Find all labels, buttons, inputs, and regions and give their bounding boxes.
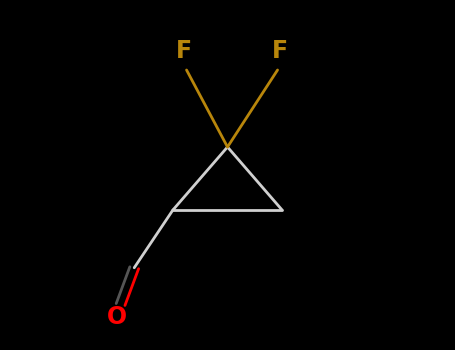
Text: F: F xyxy=(176,39,192,63)
Text: O: O xyxy=(107,305,127,329)
Text: F: F xyxy=(272,39,288,63)
